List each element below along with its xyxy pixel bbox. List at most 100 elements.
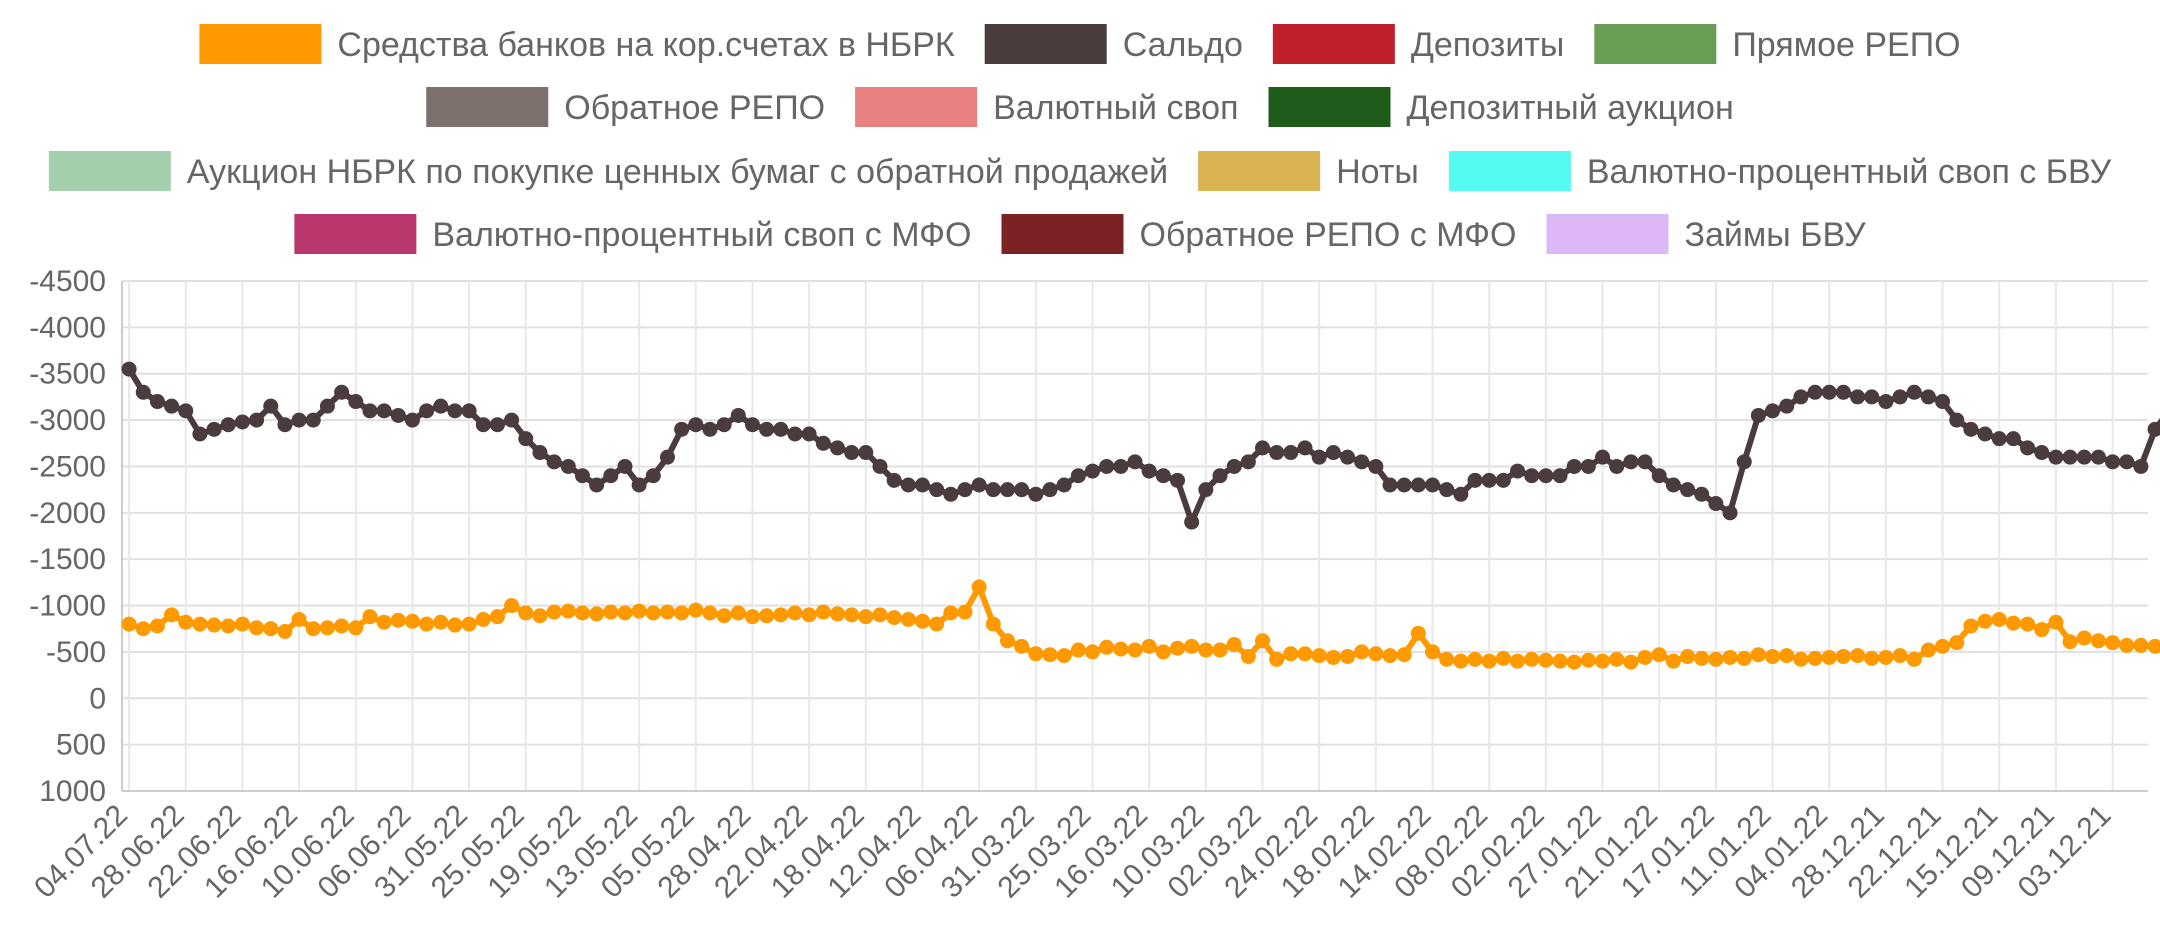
legend-label: Обратное РЕПО (564, 89, 825, 127)
line-point (645, 605, 661, 621)
line-point (1977, 613, 1993, 629)
line-point (2133, 458, 2149, 474)
legend-label: Прямое РЕПО (1732, 26, 1960, 64)
line-point (1977, 426, 1993, 442)
line-point (844, 607, 860, 623)
line-point (149, 618, 165, 634)
line-point (1765, 649, 1781, 665)
line-point (2034, 445, 2050, 461)
line-point (2076, 630, 2092, 646)
line-point (1694, 486, 1710, 502)
line-point (149, 394, 165, 410)
line-point (1028, 646, 1044, 662)
line-point (1708, 651, 1724, 667)
legend-item-12: Займы БВУ (1546, 214, 1866, 254)
line-point (1920, 642, 1936, 658)
legend-swatch (294, 214, 417, 254)
legend-item-2: Депозиты (1272, 24, 1564, 64)
line-point (461, 616, 477, 632)
line-point (2020, 616, 2036, 632)
line-point (1212, 642, 1228, 658)
line-point (1226, 458, 1242, 474)
line-point (957, 604, 973, 620)
line-point (1566, 458, 1582, 474)
line-point (419, 616, 435, 632)
line-point (1524, 651, 1540, 667)
legend-swatch (426, 87, 549, 127)
line-point (2147, 638, 2160, 654)
line-point (1311, 648, 1327, 664)
line-point (1722, 649, 1738, 665)
line-point (1255, 440, 1271, 456)
line-point (334, 384, 350, 400)
line-point (2090, 449, 2106, 465)
line-point (659, 604, 675, 620)
line-point (815, 435, 831, 451)
legend-swatch (1001, 214, 1124, 254)
line-point (334, 618, 350, 634)
line-point (2062, 449, 2078, 465)
line-point (419, 403, 435, 419)
line-point (702, 421, 718, 437)
line-point (362, 403, 378, 419)
legend-swatch (1594, 24, 1717, 64)
line-point (1552, 653, 1568, 669)
line-point (2105, 635, 2121, 651)
line-point (589, 477, 605, 493)
line-point (985, 616, 1001, 632)
line-point (801, 426, 817, 442)
line-point (744, 609, 760, 625)
line-point (518, 431, 534, 447)
legend-label: Обратное РЕПО с МФО (1139, 216, 1516, 254)
line-point (574, 605, 590, 621)
line-point (1014, 638, 1030, 654)
line-point (1510, 653, 1526, 669)
line-point (1949, 635, 1965, 651)
line-point (1524, 468, 1540, 484)
line-point (787, 426, 803, 442)
line-point (2105, 454, 2121, 470)
line-point (560, 603, 576, 619)
line-point (532, 445, 548, 461)
line-point (2034, 622, 2050, 638)
line-point (121, 616, 137, 632)
line-point (1325, 649, 1341, 665)
line-point (929, 616, 945, 632)
line-point (1325, 445, 1341, 461)
line-point (900, 611, 916, 627)
line-point (1906, 651, 1922, 667)
y-tick-label: -3000 (29, 404, 106, 437)
line-point (1580, 458, 1596, 474)
lines (121, 361, 2160, 670)
line-point (2133, 637, 2149, 653)
line-point (1963, 421, 1979, 437)
line-point (730, 407, 746, 423)
line-point (1935, 638, 1951, 654)
line-point (787, 605, 803, 621)
legend-label: Валютно-процентный своп с БВУ (1587, 153, 2112, 191)
line-point (759, 608, 775, 624)
legend-swatch (1198, 151, 1321, 191)
line-point (319, 398, 335, 414)
x-axis: 04.07.2228.06.2222.06.2216.06.2210.06.22… (28, 799, 2117, 905)
line-point (1835, 649, 1851, 665)
line-point (1665, 653, 1681, 669)
line-point (475, 611, 491, 627)
line-point (1779, 398, 1795, 414)
line-point (872, 458, 888, 474)
line-point (518, 605, 534, 621)
line-point (546, 604, 562, 620)
line-point (659, 449, 675, 465)
line-point (1736, 454, 1752, 470)
line-point (1793, 651, 1809, 667)
line-point (716, 417, 732, 433)
line-point (2020, 440, 2036, 456)
y-tick-label: -4500 (29, 265, 106, 298)
y-tick-label: 500 (56, 729, 106, 762)
line-point (858, 445, 874, 461)
line-point (1807, 650, 1823, 666)
line-point (1878, 649, 1894, 665)
line-point (1056, 477, 1072, 493)
y-tick-label: -1500 (29, 543, 106, 576)
line-point (291, 611, 307, 627)
